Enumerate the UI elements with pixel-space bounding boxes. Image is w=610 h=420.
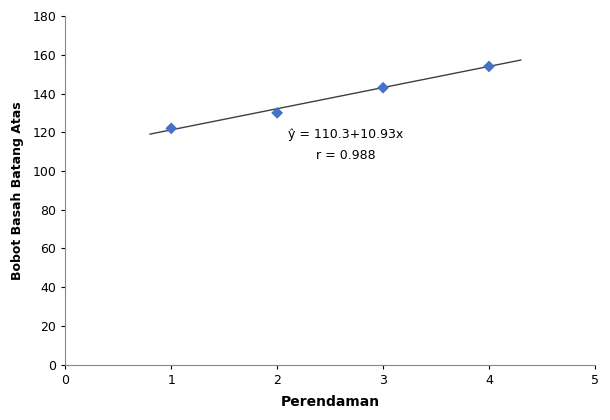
Point	[484, 63, 494, 70]
X-axis label: Perendaman: Perendaman	[281, 395, 379, 409]
Point	[167, 125, 176, 132]
Point	[378, 84, 388, 91]
Point	[272, 110, 282, 116]
Y-axis label: Bobot Basah Batang Atas: Bobot Basah Batang Atas	[11, 101, 24, 280]
Text: ŷ = 110.3+10.93x
r = 0.988: ŷ = 110.3+10.93x r = 0.988	[289, 129, 404, 163]
